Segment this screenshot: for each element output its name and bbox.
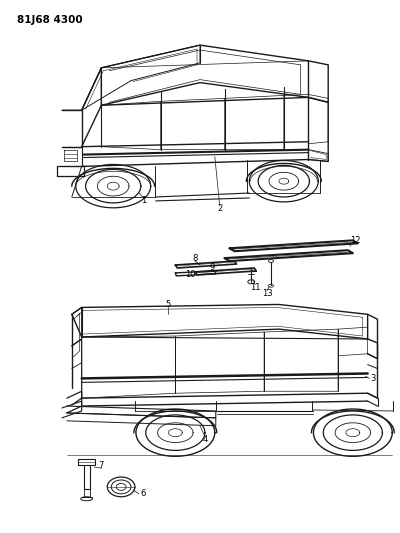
Text: 13: 13 bbox=[262, 289, 272, 298]
Text: 4: 4 bbox=[202, 435, 208, 444]
Text: 5: 5 bbox=[166, 300, 171, 309]
Ellipse shape bbox=[111, 480, 131, 494]
Text: 8: 8 bbox=[192, 254, 198, 263]
Text: 3: 3 bbox=[370, 374, 375, 383]
Ellipse shape bbox=[268, 284, 274, 287]
Ellipse shape bbox=[268, 260, 274, 263]
Ellipse shape bbox=[81, 497, 92, 500]
Ellipse shape bbox=[107, 477, 135, 497]
Text: 9: 9 bbox=[209, 263, 214, 272]
Text: 10: 10 bbox=[185, 270, 195, 279]
Text: 1: 1 bbox=[141, 197, 146, 205]
Ellipse shape bbox=[116, 483, 126, 490]
Text: 2: 2 bbox=[217, 204, 222, 213]
Text: 6: 6 bbox=[140, 489, 146, 498]
Text: 12: 12 bbox=[350, 236, 361, 245]
Text: 7: 7 bbox=[99, 461, 104, 470]
Text: 81J68 4300: 81J68 4300 bbox=[16, 14, 82, 25]
Text: 11: 11 bbox=[250, 283, 260, 292]
Ellipse shape bbox=[248, 280, 255, 284]
